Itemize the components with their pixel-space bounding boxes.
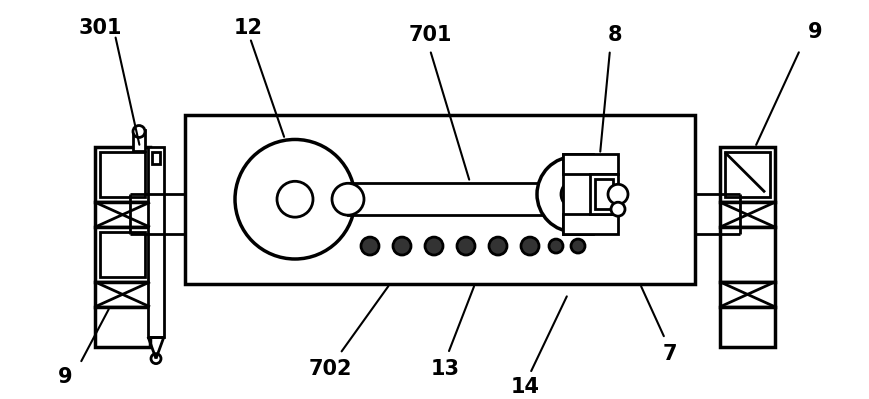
Text: 301: 301 (78, 18, 122, 38)
Text: 702: 702 (308, 359, 352, 379)
Circle shape (537, 156, 613, 232)
Circle shape (561, 180, 589, 208)
Circle shape (235, 140, 355, 259)
Bar (590, 174, 618, 214)
Circle shape (521, 237, 539, 255)
Bar (148, 148, 164, 337)
Bar (348, 183, 565, 215)
Bar (95, 307, 150, 347)
Text: 9: 9 (57, 367, 72, 387)
Bar (563, 154, 593, 234)
Circle shape (549, 183, 581, 215)
Circle shape (611, 202, 625, 216)
Bar (563, 154, 618, 174)
Bar (133, 130, 145, 151)
Bar (100, 152, 145, 197)
Bar (95, 227, 150, 282)
Text: 701: 701 (408, 25, 452, 45)
Circle shape (608, 184, 628, 204)
Bar (720, 307, 775, 347)
Circle shape (277, 181, 313, 217)
Text: 13: 13 (430, 359, 460, 379)
Bar (563, 214, 618, 234)
Circle shape (457, 237, 475, 255)
Circle shape (549, 239, 563, 253)
Bar (152, 152, 160, 164)
Circle shape (361, 237, 379, 255)
Bar (720, 227, 775, 282)
Bar (720, 148, 775, 202)
Bar (725, 152, 770, 197)
Text: 8: 8 (607, 25, 622, 45)
Bar (100, 232, 145, 277)
Bar (95, 202, 150, 227)
Bar (720, 202, 775, 227)
Text: 9: 9 (807, 22, 822, 42)
Circle shape (393, 237, 411, 255)
Text: 12: 12 (234, 18, 262, 38)
Circle shape (425, 237, 443, 255)
Bar (95, 148, 150, 202)
Circle shape (332, 183, 364, 215)
Circle shape (571, 239, 585, 253)
Text: 14: 14 (510, 377, 540, 397)
Text: 7: 7 (663, 344, 677, 363)
Circle shape (133, 126, 145, 138)
Bar (595, 179, 613, 209)
Bar (720, 282, 775, 307)
Circle shape (489, 237, 507, 255)
Bar (95, 282, 150, 307)
Bar (185, 115, 695, 284)
Circle shape (151, 354, 161, 363)
